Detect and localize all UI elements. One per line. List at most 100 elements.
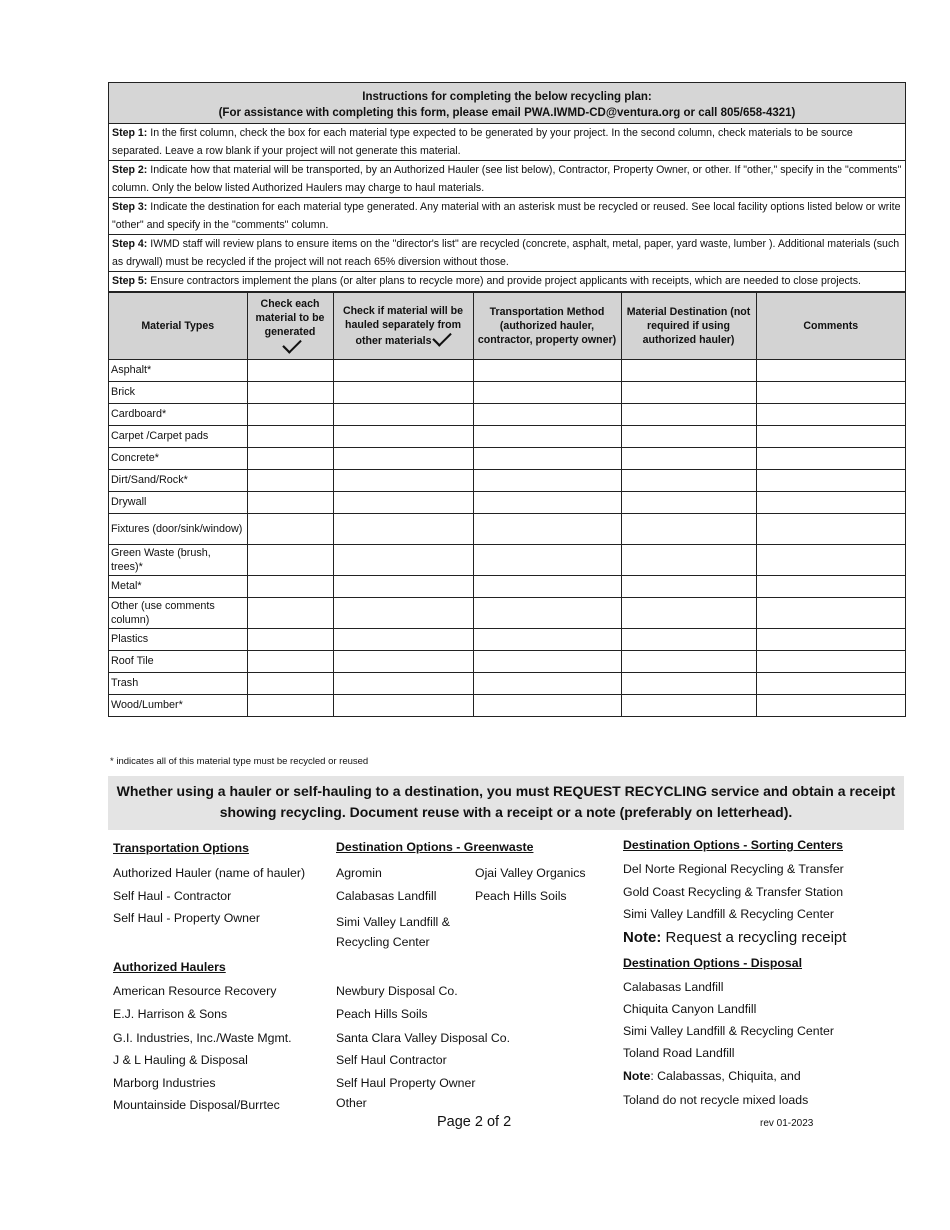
- destination-field[interactable]: [620, 446, 757, 470]
- hauled-separately-checkbox[interactable]: [332, 446, 474, 470]
- hauled-separately-checkbox[interactable]: [332, 693, 474, 716]
- destination-field[interactable]: [620, 468, 757, 492]
- generated-checkbox[interactable]: [246, 512, 334, 545]
- hauler-item: Other: [336, 1096, 367, 1110]
- destination-field[interactable]: [620, 424, 757, 448]
- hauled-separately-checkbox[interactable]: [332, 468, 474, 492]
- destination-field[interactable]: [620, 543, 757, 576]
- header-generated-label: Check each material to be generated: [255, 297, 325, 338]
- hauled-separately-checkbox[interactable]: [332, 424, 474, 448]
- transportation-field[interactable]: [472, 424, 622, 448]
- hauler-item: J & L Hauling & Disposal: [113, 1053, 248, 1067]
- generated-checkbox[interactable]: [246, 468, 334, 492]
- destination-field[interactable]: [620, 627, 757, 651]
- step-label: Step 4:: [112, 238, 148, 250]
- sorting-item: Del Norte Regional Recycling & Transfer: [623, 862, 844, 876]
- step-label: Step 1:: [112, 127, 148, 139]
- hauled-separately-checkbox[interactable]: [332, 596, 474, 629]
- generated-checkbox[interactable]: [246, 380, 334, 404]
- step-5: Step 5: Ensure contractors implement the…: [109, 272, 905, 292]
- material-type: Other (use comments column): [109, 596, 248, 629]
- hauler-item: E.J. Harrison & Sons: [113, 1007, 228, 1021]
- generated-checkbox[interactable]: [246, 627, 334, 651]
- material-type: Brick: [109, 380, 248, 404]
- transport-item: Self Haul - Property Owner: [113, 911, 260, 925]
- generated-checkbox[interactable]: [246, 543, 334, 576]
- transportation-field[interactable]: [472, 574, 622, 598]
- generated-checkbox[interactable]: [246, 596, 334, 629]
- material-type: Cardboard*: [109, 402, 248, 426]
- transportation-field[interactable]: [472, 649, 622, 673]
- destination-field[interactable]: [620, 490, 757, 514]
- generated-checkbox[interactable]: [246, 424, 334, 448]
- comments-field[interactable]: [755, 627, 905, 651]
- generated-checkbox[interactable]: [246, 446, 334, 470]
- comments-field[interactable]: [755, 671, 905, 695]
- destination-field[interactable]: [620, 693, 757, 716]
- comments-field[interactable]: [755, 693, 905, 716]
- generated-checkbox[interactable]: [246, 490, 334, 514]
- destination-field[interactable]: [620, 671, 757, 695]
- transportation-field[interactable]: [472, 380, 622, 404]
- comments-field[interactable]: [755, 596, 905, 629]
- destination-field[interactable]: [620, 402, 757, 426]
- comments-field[interactable]: [755, 574, 905, 598]
- generated-checkbox[interactable]: [246, 649, 334, 673]
- comments-field[interactable]: [755, 512, 905, 545]
- destination-field[interactable]: [620, 649, 757, 673]
- comments-field[interactable]: [755, 468, 905, 492]
- transportation-field[interactable]: [472, 543, 622, 576]
- transportation-field[interactable]: [472, 671, 622, 695]
- step-3: Step 3: Indicate the destination for eac…: [109, 198, 905, 235]
- comments-field[interactable]: [755, 380, 905, 404]
- transportation-field[interactable]: [472, 596, 622, 629]
- transportation-field[interactable]: [472, 358, 622, 382]
- transportation-field[interactable]: [472, 468, 622, 492]
- destination-field[interactable]: [620, 380, 757, 404]
- table-row: Concrete*: [109, 446, 905, 470]
- comments-field[interactable]: [755, 402, 905, 426]
- comments-field[interactable]: [755, 649, 905, 673]
- hauled-separately-checkbox[interactable]: [332, 649, 474, 673]
- instructions-and-table: Instructions for completing the below re…: [108, 82, 906, 717]
- hauled-separately-checkbox[interactable]: [332, 358, 474, 382]
- generated-checkbox[interactable]: [246, 671, 334, 695]
- comments-field[interactable]: [755, 543, 905, 576]
- destination-field[interactable]: [620, 358, 757, 382]
- comments-field[interactable]: [755, 358, 905, 382]
- generated-checkbox[interactable]: [246, 358, 334, 382]
- destination-field[interactable]: [620, 574, 757, 598]
- table-row: Asphalt*: [109, 358, 905, 382]
- greenwaste-heading: Destination Options - Greenwaste: [336, 840, 534, 854]
- transportation-field[interactable]: [472, 402, 622, 426]
- generated-checkbox[interactable]: [246, 574, 334, 598]
- transportation-field[interactable]: [472, 446, 622, 470]
- destination-field[interactable]: [620, 596, 757, 629]
- hauled-separately-checkbox[interactable]: [332, 627, 474, 651]
- generated-checkbox[interactable]: [246, 402, 334, 426]
- hauled-separately-checkbox[interactable]: [332, 402, 474, 426]
- generated-checkbox[interactable]: [246, 693, 334, 716]
- transportation-field[interactable]: [472, 627, 622, 651]
- hauled-separately-checkbox[interactable]: [332, 380, 474, 404]
- header-generated: Check each material to be generated: [246, 291, 334, 360]
- hauled-separately-checkbox[interactable]: [332, 543, 474, 576]
- recycling-banner: Whether using a hauler or self-hauling t…: [108, 776, 904, 830]
- comments-field[interactable]: [755, 490, 905, 514]
- hauled-separately-checkbox[interactable]: [332, 490, 474, 514]
- sorting-heading: Destination Options - Sorting Centers: [623, 838, 843, 852]
- transportation-field[interactable]: [472, 490, 622, 514]
- hauled-separately-checkbox[interactable]: [332, 671, 474, 695]
- transportation-field[interactable]: [472, 512, 622, 545]
- step-label: Step 3:: [112, 201, 148, 213]
- instructions-header: Instructions for completing the below re…: [109, 83, 905, 124]
- comments-field[interactable]: [755, 424, 905, 448]
- haulers-heading: Authorized Haulers: [113, 960, 226, 974]
- hauled-separately-checkbox[interactable]: [332, 512, 474, 545]
- note-label: Note: [623, 1069, 651, 1083]
- comments-field[interactable]: [755, 446, 905, 470]
- destination-field[interactable]: [620, 512, 757, 545]
- hauled-separately-checkbox[interactable]: [332, 574, 474, 598]
- transportation-field[interactable]: [472, 693, 622, 716]
- disposal-note: Note: Calabassas, Chiquita, and: [623, 1069, 801, 1083]
